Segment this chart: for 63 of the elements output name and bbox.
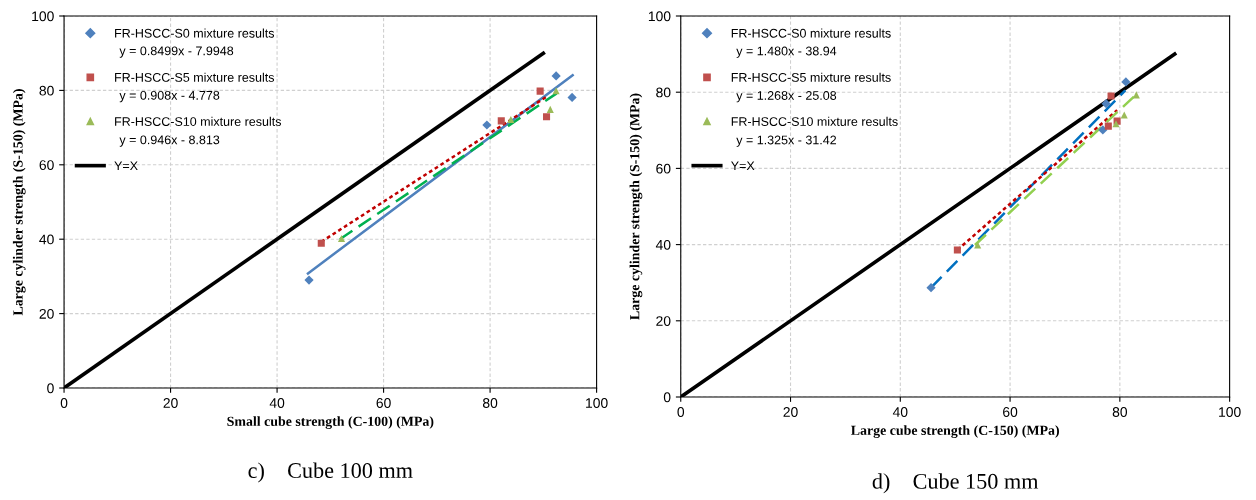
point	[953, 246, 961, 254]
y-tick-label: 20	[656, 316, 671, 326]
legend-label: FR-HSCC-S5 mixture results	[115, 72, 275, 82]
annotation: y = 1.268x - 25.08	[736, 91, 837, 103]
legend-label: FR-HSCC-S0 mixture results	[731, 28, 891, 38]
x-tick-label: 60	[1003, 407, 1018, 417]
point	[552, 87, 560, 95]
annotation: y = 0.946x - 8.813	[119, 135, 220, 147]
legend-label: FR-HSCC-S10 mixture results	[115, 116, 281, 126]
point	[974, 241, 982, 249]
y-tick-label: 100	[648, 11, 671, 22]
point	[1120, 111, 1128, 119]
point	[482, 120, 492, 130]
point	[567, 92, 577, 103]
point	[304, 275, 314, 285]
point	[317, 239, 325, 247]
annotation: y = 1.480x - 38.94	[736, 46, 837, 58]
y-tick-label: 0	[47, 383, 54, 394]
x-tick-label: 20	[783, 407, 798, 417]
text: c) Cube 100 mm	[248, 462, 413, 483]
y-tick-label: 40	[39, 234, 54, 245]
point	[497, 117, 505, 125]
x-tick-label: 40	[892, 407, 908, 417]
x-tick-label: 40	[269, 398, 285, 408]
annotation: y = 0.8499x - 7.9948	[119, 46, 234, 58]
y-tick-label: 100	[32, 11, 54, 22]
x-axis-title: Large cube strength (C-150) (MPa)	[851, 425, 1059, 438]
legend-label: Y=X	[731, 161, 755, 171]
point	[546, 105, 554, 113]
legend-label: Y=X	[114, 161, 138, 171]
point	[536, 87, 544, 95]
legend-label: FR-HSCC-S0 mixture results	[115, 28, 275, 38]
x-tick-label: 100	[1219, 407, 1241, 417]
point	[543, 113, 551, 121]
point	[1107, 92, 1115, 100]
point	[1101, 99, 1111, 109]
y-tick-label: 60	[39, 160, 54, 170]
y-tick-label: 80	[656, 87, 671, 98]
x-tick-label: 0	[60, 398, 68, 408]
point	[551, 71, 561, 81]
x-tick-label: 100	[586, 398, 608, 408]
x-tick-label: 20	[163, 398, 178, 408]
annotation: y = 0.908x - 4.778	[119, 90, 220, 103]
x-tick-label: 80	[482, 398, 498, 408]
annotation: y = 1.325x - 31.42	[736, 135, 837, 147]
x-axis-title: Small cube strength (C-100) (MPa)	[227, 416, 434, 429]
y-tick-label: 80	[39, 85, 54, 96]
point	[1121, 77, 1131, 87]
text: d) Cube 150 mm	[872, 473, 1039, 494]
x-tick-label: 0	[677, 407, 685, 417]
y-axis-title: Large cylinder strength (S-150) (MPa)	[12, 89, 26, 316]
y-tick-label: 60	[656, 163, 671, 174]
point	[337, 234, 346, 242]
point	[1104, 122, 1112, 130]
y-tick-label: 20	[39, 308, 54, 319]
point	[507, 115, 515, 123]
y-tick-label: 40	[655, 239, 671, 250]
legend-label: FR-HSCC-S10 mixture results	[731, 116, 898, 126]
point	[926, 283, 936, 293]
x-tick-label: 80	[1112, 407, 1128, 417]
y-axis-title: Large cylinder strength (S-150) (MPa)	[629, 93, 643, 320]
x-tick-label: 60	[376, 398, 391, 408]
legend-label: FR-HSCC-S5 mixture results	[731, 72, 891, 82]
